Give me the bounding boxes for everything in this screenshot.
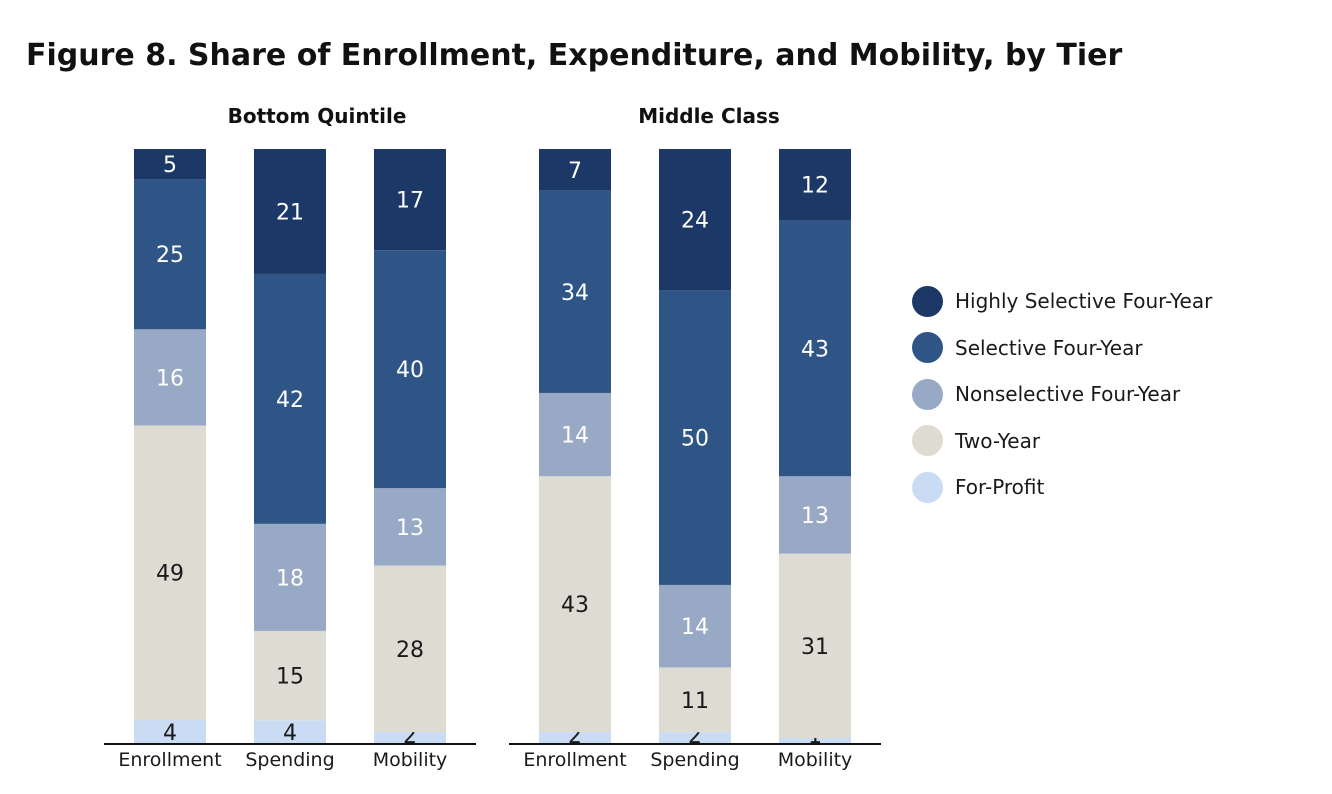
legend-label: Two-Year — [955, 428, 1041, 453]
legend-label: For-Profit — [955, 475, 1045, 500]
data-label: 21 — [276, 200, 304, 225]
data-label: 4 — [283, 721, 297, 746]
bar-segment — [779, 738, 851, 744]
bar-segment — [659, 290, 731, 585]
chart-panel-1: Middle Class24314347Enrollment211145024S… — [509, 104, 881, 771]
legend-label: Nonselective Four-Year — [955, 382, 1181, 407]
legend-item: Highly Selective Four-Year — [912, 278, 1212, 325]
data-label: 28 — [396, 638, 424, 663]
bar-segment — [134, 149, 206, 180]
bar-segment — [134, 425, 206, 720]
legend-swatch — [912, 332, 943, 364]
data-label: 34 — [561, 281, 589, 306]
bar-segment — [134, 719, 206, 744]
panel-title: Middle Class — [638, 104, 780, 128]
data-label: 11 — [681, 689, 709, 714]
x-tick-label: Enrollment — [118, 749, 221, 771]
bar-segment — [779, 553, 851, 739]
panel-title: Bottom Quintile — [228, 104, 407, 128]
legend-item: Selective Four-Year — [912, 325, 1212, 372]
bar-segment — [539, 476, 611, 733]
data-label: 43 — [801, 337, 829, 362]
bar-segment — [374, 565, 446, 733]
data-label: 14 — [561, 424, 589, 449]
bar-segment — [539, 732, 611, 744]
bar-segment — [374, 250, 446, 489]
data-label: 31 — [801, 635, 829, 660]
bar-segment — [539, 392, 611, 477]
figure-title: Figure 8. Share of Enrollment, Expenditu… — [26, 38, 1123, 73]
data-label: 43 — [561, 593, 589, 618]
bar-segment — [779, 476, 851, 554]
bar-segment — [659, 584, 731, 668]
data-label: 49 — [156, 562, 184, 587]
bar-segment — [539, 149, 611, 191]
data-label: 17 — [396, 189, 424, 214]
data-label: 40 — [396, 358, 424, 383]
bar-segment — [374, 732, 446, 744]
data-label: 13 — [801, 504, 829, 529]
bar-segment — [254, 630, 326, 721]
bar-segment — [539, 190, 611, 393]
data-label: 18 — [276, 566, 304, 591]
x-tick-label: Mobility — [778, 749, 853, 771]
data-label: 4 — [163, 721, 177, 746]
legend-item: Nonselective Four-Year — [912, 371, 1212, 418]
legend-item: For-Profit — [912, 464, 1212, 511]
data-label: 12 — [801, 174, 829, 199]
data-label: 42 — [276, 388, 304, 413]
legend-label: Selective Four-Year — [955, 335, 1143, 360]
x-tick-label: Spending — [650, 749, 739, 771]
bar-segment — [134, 329, 206, 426]
bar-segment — [254, 273, 326, 524]
data-label: 50 — [681, 427, 709, 452]
legend-label: Highly Selective Four-Year — [955, 289, 1213, 314]
legend-swatch — [912, 471, 943, 503]
legend-swatch — [912, 285, 943, 317]
data-label: 16 — [156, 366, 184, 391]
bar-segment — [374, 488, 446, 566]
bar-segment — [254, 720, 326, 744]
bar-segment — [779, 220, 851, 477]
legend-item: Two-Year — [912, 418, 1212, 465]
bar-segment — [659, 667, 731, 733]
bar-segment — [779, 149, 851, 221]
legend-swatch — [912, 425, 943, 457]
data-label: 14 — [681, 615, 709, 640]
x-tick-label: Spending — [245, 749, 334, 771]
chart-panel-0: Bottom Quintile 4 49 16 25 5 Enrollment 4 15 18 42… — [104, 104, 476, 771]
legend: Highly Selective Four-Year Selective Four… — [912, 278, 1212, 511]
bar-segment — [659, 149, 731, 291]
bar-segment — [254, 523, 326, 631]
bar-segment — [134, 179, 206, 330]
data-label: 25 — [156, 243, 184, 268]
data-label: 13 — [396, 516, 424, 541]
data-label: 15 — [276, 665, 304, 690]
data-label: 5 — [163, 153, 177, 178]
bar-segment — [254, 149, 326, 274]
bar-segment — [659, 732, 731, 744]
x-tick-label: Mobility — [373, 749, 448, 771]
bar-segment — [374, 149, 446, 251]
data-label: 7 — [568, 159, 582, 184]
x-tick-label: Enrollment — [523, 749, 626, 771]
legend-swatch — [912, 378, 943, 410]
data-label: 24 — [681, 209, 709, 234]
